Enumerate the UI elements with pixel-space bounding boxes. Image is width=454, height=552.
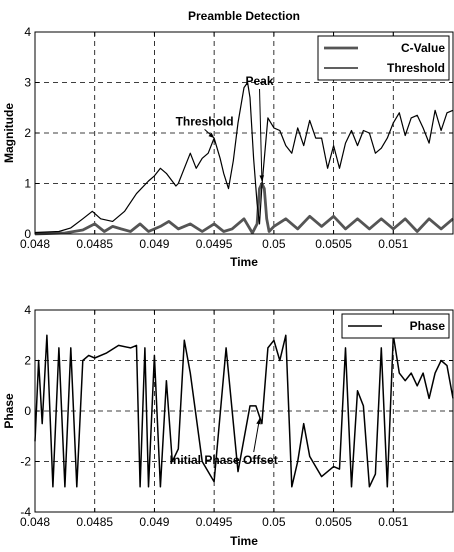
legend-box <box>317 35 450 81</box>
x-tick-label: 0.049 <box>139 237 169 251</box>
y-tick-label: 2 <box>24 126 31 140</box>
annotation-arrow <box>253 418 261 453</box>
x-tick-label: 0.048 <box>20 237 50 251</box>
annotation-label: Threshold <box>176 114 234 128</box>
x-tick-label: 0.0495 <box>196 515 233 529</box>
phase-chart: 0.048 0.0485 0.049 0.0495 0.05 0.0505 0.051 -4 -… <box>2 303 454 548</box>
legend-label: Phase <box>410 319 446 333</box>
x-tick-label: 0.05 <box>262 515 286 529</box>
y-axis-label: Magnitude <box>2 103 16 163</box>
series-line-c-value <box>34 182 454 236</box>
axis-ticks: 0.048 0.0485 0.049 0.0495 0.05 0.0505 0.051 0 1 2… <box>20 25 453 251</box>
annotation-arrowhead <box>256 418 261 425</box>
x-tick-label: 0.048 <box>20 515 50 529</box>
grid <box>35 32 453 234</box>
x-tick-label: 0.0495 <box>196 237 233 251</box>
x-tick-label: 0.05 <box>262 237 286 251</box>
axis-ticks: 0.048 0.0485 0.049 0.0495 0.05 0.0505 0.051 -4 -… <box>20 303 453 529</box>
series-line-threshold <box>34 81 454 234</box>
legend-label: Threshold <box>387 61 445 75</box>
series-line-phase <box>34 334 454 488</box>
x-tick-label: 0.0505 <box>315 515 352 529</box>
annotations: Initial Phase Offset <box>170 418 278 467</box>
x-tick-label: 0.0485 <box>76 515 113 529</box>
series-layer <box>34 81 454 236</box>
y-tick-label: -2 <box>20 455 31 469</box>
annotation-arrowhead <box>259 175 265 181</box>
y-tick-label: 0 <box>24 227 31 241</box>
x-tick-label: 0.0485 <box>76 237 113 251</box>
y-tick-label: 1 <box>24 177 31 191</box>
x-axis-label: Time <box>230 534 258 548</box>
annotation-label: Peak <box>246 74 274 88</box>
y-tick-label: -4 <box>20 505 31 519</box>
series-layer <box>34 334 454 488</box>
legend: C-Value Threshold <box>317 35 450 81</box>
y-tick-label: 4 <box>24 25 31 39</box>
y-tick-label: 0 <box>24 404 31 418</box>
x-axis-label: Time <box>230 255 258 269</box>
y-axis-label: Phase <box>2 393 16 429</box>
x-tick-label: 0.049 <box>139 515 169 529</box>
y-tick-label: 2 <box>24 354 31 368</box>
x-tick-label: 0.0505 <box>315 237 352 251</box>
annotation-arrow <box>259 89 263 181</box>
annotation-label: Initial Phase Offset <box>170 453 278 467</box>
preamble-detection-chart: Preamble Detection 0.048 0.0485 0.049 0.049… <box>2 9 454 269</box>
y-tick-label: 3 <box>24 76 31 90</box>
legend-label: C-Value <box>401 41 445 55</box>
annotations: Peak Threshold <box>176 74 274 181</box>
chart-title: Preamble Detection <box>188 9 300 23</box>
y-tick-label: 4 <box>24 303 31 317</box>
x-tick-label: 0.051 <box>378 515 408 529</box>
legend: Phase <box>341 313 450 339</box>
x-tick-label: 0.051 <box>378 237 408 251</box>
annotation-arrowhead <box>208 132 215 139</box>
grid <box>35 310 453 512</box>
